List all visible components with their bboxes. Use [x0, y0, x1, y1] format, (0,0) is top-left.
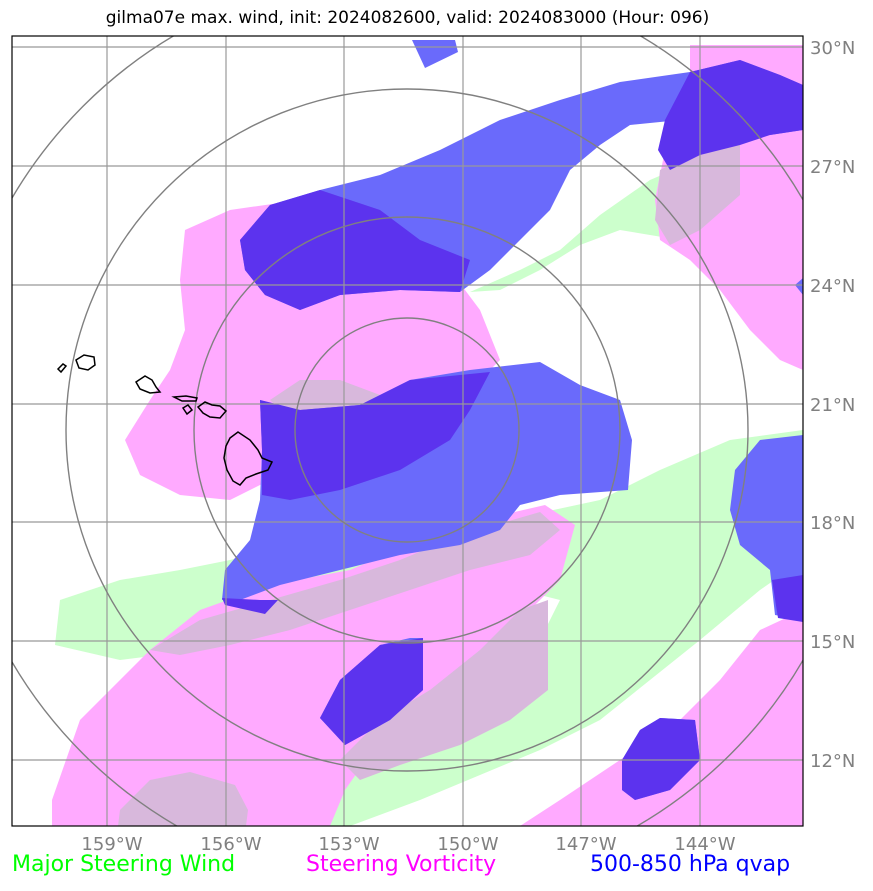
- lat-label: 18°N: [810, 513, 855, 534]
- legend-steering-vorticity: Steering Vorticity: [306, 852, 497, 877]
- island-maui: [196, 401, 228, 419]
- qvap-dark-north: [240, 190, 470, 310]
- lon-label: 150°W: [437, 834, 498, 855]
- vorticity-region-southwest: [52, 505, 575, 826]
- lat-label: 21°N: [810, 395, 855, 416]
- map-title: gilma07e max. wind, init: 2024082600, va…: [105, 8, 710, 28]
- range-ring-3: [65, 88, 749, 772]
- lat-label: 15°N: [810, 632, 855, 653]
- island-kauai: [75, 354, 96, 371]
- lon-label: 147°W: [555, 834, 616, 855]
- overlap-region-south-1: [150, 512, 560, 655]
- range-ring-2: [193, 216, 621, 644]
- coastlines: [56, 354, 274, 486]
- island-hawaii: [223, 431, 274, 486]
- qvap-dark-south-2: [622, 718, 700, 800]
- lon-label: 159°W: [81, 834, 142, 855]
- qvap-region-east: [730, 435, 803, 620]
- island-molokai: [171, 395, 198, 402]
- qvap-dark-southwest: [222, 598, 278, 614]
- lon-label: 156°W: [200, 834, 261, 855]
- island-niihau: [56, 363, 68, 374]
- lon-label: 144°W: [674, 834, 735, 855]
- lon-label: 153°W: [318, 834, 379, 855]
- qvap-dark-east: [772, 575, 803, 622]
- graticule: [12, 36, 803, 826]
- island-oahu: [135, 375, 162, 394]
- vorticity-region-southeast: [520, 610, 803, 826]
- qvap-dark-south-1: [320, 638, 423, 745]
- lat-label: 30°N: [810, 38, 855, 59]
- qvap-dark-northeast: [658, 60, 803, 170]
- legend-qvap: 500-850 hPa qvap: [590, 852, 791, 877]
- lat-label: 27°N: [810, 157, 855, 178]
- qvap-region-east-edge: [795, 278, 803, 295]
- range-ring-1: [294, 317, 520, 543]
- legend-steering-wind: Major Steering Wind: [12, 852, 236, 877]
- island-lanai: [181, 404, 194, 416]
- lat-label: 12°N: [810, 751, 855, 772]
- lat-label: 24°N: [810, 276, 855, 297]
- lat-tick-labels: 30°N 27°N 24°N 21°N 18°N 15°N 12°N: [810, 38, 855, 772]
- qvap-region-top-small: [412, 40, 458, 68]
- steering-wind-band-south: [55, 430, 803, 826]
- overlap-region-south-2: [340, 600, 548, 780]
- overlap-region-southwest: [118, 772, 248, 826]
- map-frame: [11, 35, 804, 827]
- lon-tick-labels: 159°W 156°W 153°W 150°W 147°W 144°W: [81, 834, 735, 855]
